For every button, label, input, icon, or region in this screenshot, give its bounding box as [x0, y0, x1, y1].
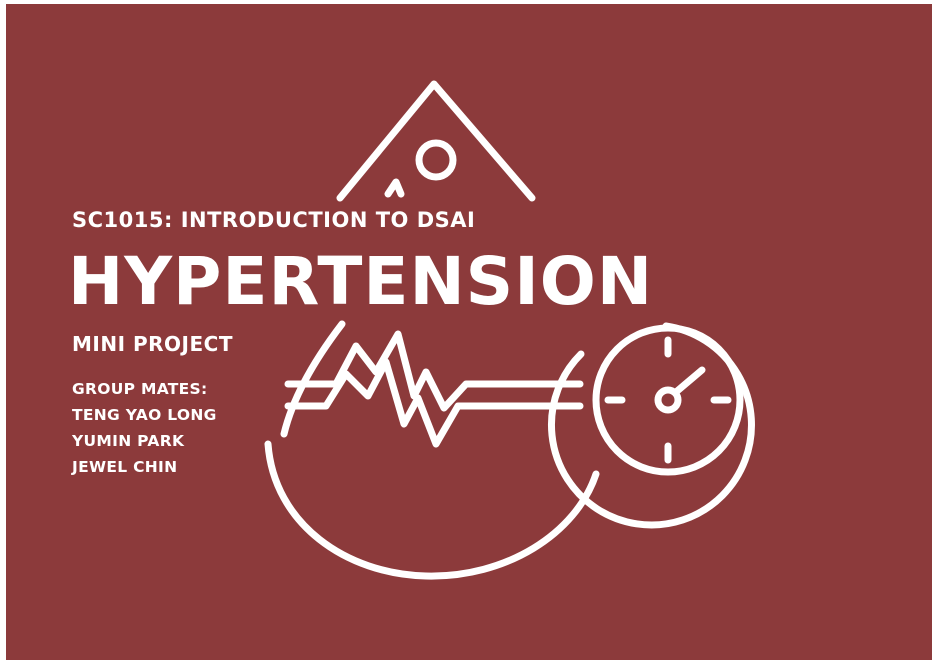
course-title: SC1015: INTRODUCTION TO DSAI: [72, 208, 476, 232]
gauge-icon: [548, 322, 755, 529]
page-title: HYPERTENSION: [68, 243, 654, 320]
member-name: YUMIN PARK: [72, 432, 185, 450]
title-slide: SC1015: INTRODUCTION TO DSAI HYPERTENSIO…: [6, 4, 932, 660]
subtitle: MINI PROJECT: [72, 332, 233, 356]
group-mates-list: GROUP MATES: TENG YAO LONG YUMIN PARK JE…: [72, 376, 217, 480]
blood-drop-icon: [264, 80, 600, 580]
member-name: JEWEL CHIN: [72, 458, 178, 476]
heartbeat-line-icon: [284, 330, 584, 448]
member-name: TENG YAO LONG: [72, 406, 217, 424]
hypertension-illustration: [264, 80, 755, 580]
group-mates-heading: GROUP MATES:: [72, 380, 208, 398]
